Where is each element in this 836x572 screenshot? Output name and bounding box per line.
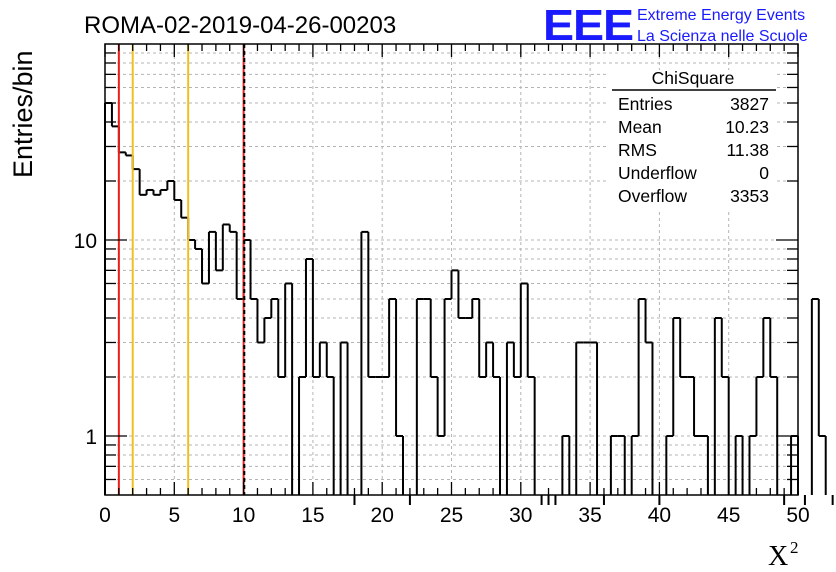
x-tick-label: 35 (578, 504, 601, 527)
x-tick-label: 50 (786, 504, 809, 527)
stats-value: 11.38 (727, 140, 770, 160)
x-tick-label: 5 (168, 504, 180, 527)
x-tick-label: 25 (440, 504, 463, 527)
x-tick-label: 10 (232, 504, 255, 527)
x-tick-label: 15 (301, 504, 324, 527)
logo-line-1: Extreme Energy Events (637, 7, 805, 24)
stats-box: ChiSquare Entries 3827 Mean 10.23 RMS 11… (609, 68, 777, 210)
x-axis-label: X 2 (768, 538, 799, 572)
histogram-bars (104, 102, 834, 505)
y-axis-label: Entries/bin (8, 50, 38, 178)
stats-value: 10.23 (725, 117, 769, 137)
y-tick-label: 10 (74, 230, 97, 253)
y-tick-labels: 1 10 (74, 230, 97, 449)
stats-box-title: ChiSquare (652, 68, 735, 88)
eee-logo: EEE Extreme Energy Events La Scienza nel… (543, 1, 808, 50)
chart-title: ROMA-02-2019-04-26-00203 (84, 12, 396, 39)
stats-row-mean: Mean 10.23 (618, 117, 769, 137)
axes (104, 43, 799, 496)
x-tick-label: 45 (717, 504, 740, 527)
logo-line-2: La Scienza nelle Scuole (637, 28, 808, 45)
y-tick-label: 1 (85, 426, 97, 449)
x-axis-label-superscript: 2 (790, 538, 799, 557)
stats-box-background (609, 70, 777, 210)
stats-row-underflow: Underflow 0 (618, 163, 769, 183)
stats-label: Underflow (618, 163, 697, 183)
eee-logo-mark: EEE (543, 1, 633, 50)
x-tick-label: 0 (99, 504, 111, 527)
stats-label: Entries (618, 94, 673, 114)
stats-row-entries: Entries 3827 (618, 94, 769, 114)
stats-label: RMS (618, 140, 657, 160)
x-tick-label: 30 (509, 504, 532, 527)
stats-label: Overflow (618, 186, 687, 206)
x-tick-label: 20 (371, 504, 394, 527)
stats-row-rms: RMS 11.38 (618, 140, 769, 160)
x-tick-label: 40 (648, 504, 671, 527)
stats-value: 3353 (730, 186, 769, 206)
stats-value: 0 (759, 163, 769, 183)
stats-value: 3827 (730, 94, 769, 114)
stats-label: Mean (618, 117, 662, 137)
x-axis-label-text: X (768, 541, 788, 572)
stats-row-overflow: Overflow 3353 (618, 186, 769, 206)
x-tick-labels: 0 5 10 15 20 25 30 35 40 45 50 (99, 504, 810, 527)
threshold-lines (117, 44, 246, 495)
